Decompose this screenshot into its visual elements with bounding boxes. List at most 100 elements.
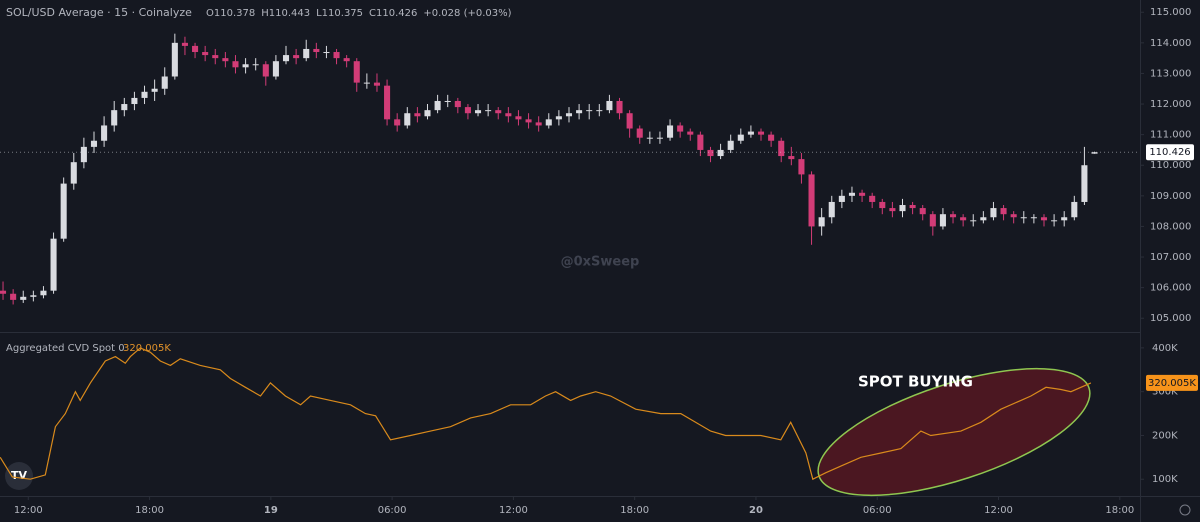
- candle-body: [101, 125, 108, 141]
- candle-body: [656, 137, 663, 139]
- y-tick-label: 111.000: [1150, 130, 1191, 141]
- candle-body: [10, 293, 17, 300]
- indicator-title: Aggregated CVD Spot 0: [6, 343, 125, 354]
- candle-body: [889, 208, 896, 212]
- candle-body: [111, 110, 118, 126]
- candle-body: [0, 290, 7, 294]
- settings-icon[interactable]: [1179, 504, 1191, 516]
- y-tick-label: 107.000: [1150, 252, 1191, 263]
- candle-body: [384, 85, 391, 120]
- candle-body: [475, 110, 482, 114]
- candle-body: [859, 192, 866, 196]
- candle-body: [717, 149, 724, 157]
- candle-body: [576, 110, 583, 114]
- candle-body: [778, 140, 785, 157]
- candle-body: [1071, 201, 1078, 218]
- y-tick-label: 300K: [1152, 387, 1178, 398]
- tv-logo: TV: [5, 462, 33, 490]
- y-tick-label: 109.000: [1150, 191, 1191, 202]
- candle-body: [151, 88, 158, 92]
- candle-body: [697, 134, 704, 150]
- candle-body: [141, 91, 148, 98]
- candle-body: [798, 159, 805, 175]
- candle-body: [505, 113, 512, 117]
- candle-body: [727, 140, 734, 150]
- candle-body: [565, 113, 573, 117]
- candle-body: [303, 48, 310, 59]
- candle-body: [373, 82, 380, 86]
- candle-body: [20, 296, 27, 300]
- candle-body: [1091, 152, 1098, 154]
- y-tick-label: 110.000: [1150, 160, 1191, 171]
- candle-body: [1020, 217, 1027, 219]
- candle-body: [454, 100, 461, 108]
- x-tick-label: 12:00: [984, 505, 1013, 516]
- y-tick-label: 200K: [1152, 430, 1178, 441]
- x-tick-label: 06:00: [378, 505, 407, 516]
- candle-body: [40, 290, 47, 296]
- candle-body: [939, 214, 946, 227]
- candle-body: [414, 113, 421, 117]
- candle-body: [1040, 217, 1048, 221]
- y-tick-label: 114.000: [1150, 38, 1191, 49]
- candle-body: [848, 192, 855, 196]
- y-tick-label: 115.000: [1150, 7, 1191, 18]
- candle-body: [646, 137, 653, 139]
- candle-body: [495, 110, 502, 114]
- candle-body: [869, 195, 876, 202]
- candle-body: [252, 64, 259, 66]
- candle-body: [121, 104, 128, 111]
- candle-body: [363, 82, 370, 84]
- last-value-box: [1146, 374, 1198, 391]
- last-price-box: [1146, 144, 1194, 161]
- last-price-label: 110.426: [1149, 147, 1190, 158]
- candle-body: [687, 131, 694, 135]
- x-tick-label: 06:00: [863, 505, 892, 516]
- y-tick-label: 400K: [1152, 343, 1178, 354]
- candle-body: [1081, 165, 1088, 202]
- candle-body: [394, 119, 401, 126]
- candle-body: [1010, 214, 1017, 218]
- annotation: SPOT BUYING: [858, 373, 973, 391]
- candle-body: [960, 217, 967, 221]
- candle-body: [818, 217, 825, 227]
- candle-body: [525, 119, 532, 123]
- candle-body: [282, 55, 290, 62]
- candle-body: [596, 110, 603, 112]
- x-tick-label: 12:00: [499, 505, 528, 516]
- candle-body: [181, 42, 188, 46]
- candle-body: [838, 195, 845, 202]
- candle-body: [828, 201, 835, 218]
- candle-body: [677, 125, 684, 132]
- candle-body: [990, 208, 997, 218]
- y-tick-label: 113.000: [1150, 68, 1191, 79]
- svg-text:TV: TV: [11, 469, 28, 482]
- candle-body: [202, 52, 209, 56]
- indicator-value: 320.005K: [123, 343, 171, 354]
- y-tick-label: 100K: [1152, 474, 1178, 485]
- candle-body: [626, 113, 633, 129]
- candle-body: [232, 61, 239, 68]
- candle-body: [747, 131, 754, 135]
- candle-body: [60, 183, 67, 239]
- candle-body: [1051, 220, 1058, 222]
- candle-body: [768, 134, 775, 141]
- candle-body: [70, 162, 77, 184]
- candle-body: [586, 110, 593, 112]
- x-tick-label: 18:00: [1105, 505, 1134, 516]
- x-tick-label: 20: [749, 505, 763, 516]
- cvd-line: [0, 347, 1092, 481]
- candle-body: [313, 48, 320, 53]
- y-tick-label: 105.000: [1150, 313, 1191, 324]
- candle-body: [434, 100, 441, 111]
- candle-body: [757, 131, 765, 135]
- candle-body: [950, 214, 957, 218]
- candle-body: [50, 238, 57, 291]
- y-tick-label: 108.000: [1150, 221, 1191, 232]
- x-tick-label: 12:00: [14, 505, 43, 516]
- ohlc-legend: H110.443: [261, 8, 310, 19]
- candle-body: [707, 149, 714, 157]
- candle-body: [545, 119, 552, 126]
- candle-body: [222, 58, 229, 62]
